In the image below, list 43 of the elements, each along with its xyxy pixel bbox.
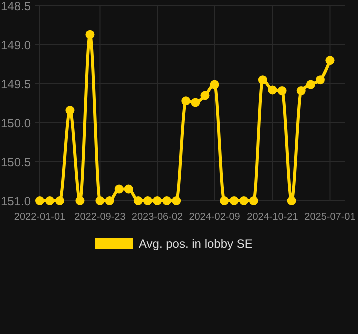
point — [200, 91, 210, 100]
point — [134, 196, 143, 206]
point — [210, 80, 220, 90]
y-tick-label: 149.0 — [0, 38, 32, 52]
point — [96, 196, 105, 206]
y-tick-label: 150.5 — [0, 156, 32, 170]
point — [162, 196, 172, 206]
legend-label: Avg. pos. in lobby SE — [139, 237, 253, 251]
point — [182, 96, 191, 106]
x-tick-label: 2025-07-01 — [304, 212, 356, 223]
point — [86, 30, 95, 40]
x-tick-label: 2022-09-23 — [74, 212, 126, 223]
x-tick-label: 2024-10-21 — [247, 212, 299, 223]
y-tick-label: 148.5 — [0, 0, 32, 14]
x-tick-label: 2022-01-01 — [14, 212, 66, 223]
point — [220, 196, 230, 206]
point — [240, 196, 249, 206]
x-tick-label: 2024-02-09 — [189, 212, 241, 223]
point — [172, 196, 182, 206]
point — [114, 184, 124, 194]
point — [249, 196, 258, 206]
point — [326, 56, 335, 66]
point — [287, 196, 296, 206]
x-tick-label: 2023-06-02 — [132, 212, 184, 223]
point — [56, 196, 64, 206]
y-tick-label: 151.0 — [0, 194, 32, 208]
point — [230, 196, 239, 206]
point — [191, 98, 200, 108]
point — [46, 196, 54, 206]
point — [36, 196, 44, 206]
point — [278, 86, 287, 96]
point — [76, 196, 85, 206]
point — [258, 76, 268, 85]
point — [124, 184, 134, 194]
point — [268, 86, 278, 95]
y-tick-label: 150.0 — [0, 116, 32, 130]
point — [306, 80, 316, 90]
point — [153, 196, 162, 206]
point — [296, 86, 306, 96]
y-tick-label: 149.5 — [0, 78, 32, 92]
point — [143, 196, 152, 206]
point — [105, 196, 114, 206]
point — [316, 76, 325, 85]
